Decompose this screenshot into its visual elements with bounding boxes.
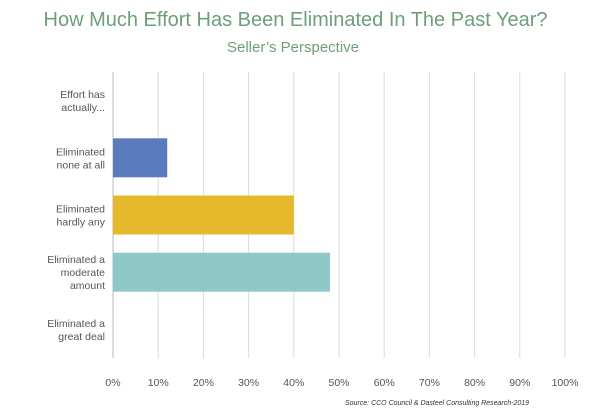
bar [113,252,330,292]
x-tick-label: 10% [148,377,169,389]
x-tick-label: 20% [193,377,214,389]
x-tick-label: 30% [238,377,259,389]
x-tick-label: 40% [283,377,304,389]
category-label: Eliminated a [47,254,105,266]
category-label: Effort has [60,89,105,101]
category-label: none at all [57,159,105,171]
chart-title: How Much Effort Has Been Eliminated In T… [43,9,548,31]
category-label: Eliminated a [47,318,105,330]
category-label: Eliminated [56,146,105,158]
category-label: moderate [61,267,106,279]
x-tick-label: 100% [552,377,579,389]
category-label: hardly any [57,217,106,229]
x-tick-label: 70% [419,377,440,389]
source-note: Source: CCO Council & Dasteel Consulting… [345,400,530,407]
category-label: actually... [61,102,105,114]
bar [113,195,294,235]
x-tick-label: 60% [374,377,395,389]
x-tick-label: 90% [509,377,530,389]
bar [113,138,168,178]
x-tick-label: 0% [105,377,120,389]
category-label: Eliminated [56,204,105,216]
chart-subtitle: Seller’s Perspective [227,39,360,56]
x-tick-label: 50% [328,377,349,389]
category-label: amount [70,280,105,292]
x-tick-label: 80% [464,377,485,389]
category-label: great deal [58,331,105,343]
